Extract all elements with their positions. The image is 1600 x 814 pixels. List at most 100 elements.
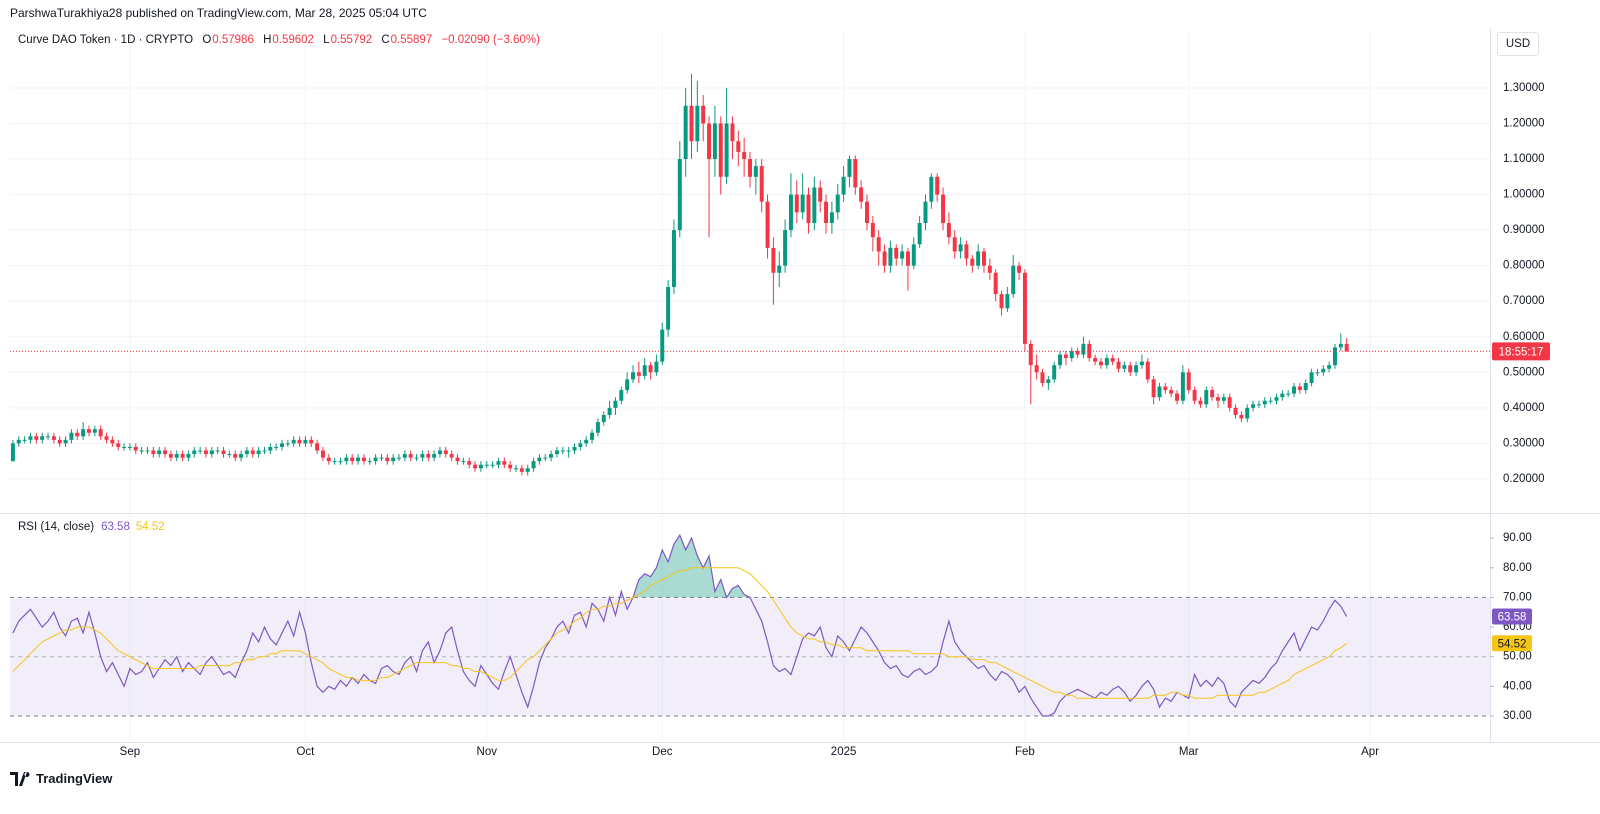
- x-tick-label: 2025: [831, 746, 857, 758]
- candle-body: [1262, 400, 1267, 405]
- candle-body: [297, 439, 302, 444]
- candle-body: [1040, 372, 1045, 383]
- candle-body: [1321, 368, 1326, 373]
- candle-body: [63, 439, 68, 444]
- value-tag-label: 63.58: [1498, 611, 1527, 623]
- candle-body: [478, 464, 483, 469]
- candle-body: [999, 294, 1004, 309]
- candle-body: [81, 429, 86, 437]
- candle-body: [1233, 407, 1238, 415]
- candle-body: [180, 454, 185, 458]
- candle-body: [455, 457, 460, 462]
- candle-body: [508, 464, 513, 469]
- candle-body: [1104, 358, 1109, 366]
- candle-body: [122, 446, 127, 448]
- x-tick-label: Oct: [296, 746, 315, 758]
- candle-body: [502, 461, 507, 465]
- y-tick-label: 70.00: [1503, 591, 1532, 603]
- candle-body: [227, 454, 232, 456]
- candle-body: [905, 251, 910, 266]
- candle-body: [841, 176, 846, 195]
- candle-body: [806, 194, 811, 224]
- candle-body: [882, 251, 887, 266]
- candle-body: [976, 251, 981, 266]
- indicator-value: 54.52: [136, 521, 165, 533]
- candle-body: [344, 457, 349, 462]
- candle-body: [133, 446, 138, 451]
- candle-body: [1017, 265, 1022, 273]
- candle-body: [952, 237, 957, 252]
- candle-body: [379, 457, 384, 459]
- symbol-name: Curve DAO Token · 1D · CRYPTO: [18, 34, 194, 46]
- candle-body: [648, 365, 653, 373]
- candle-body: [426, 454, 431, 458]
- candle-body: [824, 201, 829, 224]
- brand-logo: [10, 771, 30, 786]
- candle-body: [1332, 347, 1337, 366]
- value-tag: [1492, 635, 1532, 652]
- candle-body: [970, 258, 975, 266]
- candle-body: [496, 461, 501, 465]
- candle-body: [127, 446, 132, 448]
- candle-body: [987, 265, 992, 273]
- candle-body: [613, 400, 618, 408]
- candle-body: [1128, 365, 1133, 373]
- candle-body: [484, 464, 489, 466]
- candle-body: [771, 247, 776, 273]
- y-tick-label: 40.00: [1503, 680, 1532, 692]
- candle-body: [168, 454, 173, 458]
- candle-body: [209, 450, 214, 455]
- indicator-value: 63.58: [101, 521, 130, 533]
- candle-body: [642, 365, 647, 376]
- y-tick-label: 0.60000: [1503, 331, 1545, 343]
- y-tick-label: 0.70000: [1503, 295, 1545, 307]
- candle-body: [291, 439, 296, 444]
- candle-body: [1022, 272, 1027, 344]
- candle-body: [911, 244, 916, 266]
- candle-body: [443, 450, 448, 455]
- candle-body: [244, 450, 249, 455]
- candle-body: [590, 432, 595, 440]
- candle-body: [923, 201, 928, 224]
- candle-body: [625, 379, 630, 391]
- candle-body: [519, 468, 524, 472]
- candle-body: [531, 461, 536, 469]
- candle-body: [262, 450, 267, 452]
- candle-body: [601, 414, 606, 423]
- candle-body: [1134, 365, 1139, 373]
- candle-body: [350, 457, 355, 462]
- candle-body: [361, 457, 366, 462]
- candle-body: [461, 461, 466, 463]
- candle-body: [829, 212, 834, 224]
- candle-body: [250, 450, 255, 455]
- candle-body: [736, 141, 741, 152]
- candle-body: [285, 443, 290, 445]
- brand-name: TradingView: [36, 771, 113, 786]
- last-price-tag: [1492, 342, 1550, 361]
- ohlc-value: 0.57986: [212, 34, 254, 46]
- candle-body: [22, 439, 27, 441]
- candle-body: [16, 439, 21, 444]
- candle-body: [1297, 386, 1302, 391]
- ohlc-key: H: [263, 34, 272, 46]
- candle-body: [701, 105, 706, 124]
- currency-button[interactable]: USD: [1497, 32, 1539, 56]
- candle-body: [660, 329, 665, 362]
- ohlc-key: L: [323, 34, 330, 46]
- last-price-countdown: 18:55:17: [1499, 346, 1544, 358]
- candle-body: [309, 439, 314, 444]
- candle-body: [671, 230, 676, 287]
- price-change: −0.02090 (−3.60%): [441, 34, 540, 46]
- candle-body: [1157, 386, 1162, 398]
- candle-body: [326, 457, 331, 462]
- candle-body: [1005, 294, 1010, 309]
- candle-body: [1344, 343, 1349, 352]
- candle-body: [941, 194, 946, 224]
- y-tick-label: 80.00: [1503, 562, 1532, 574]
- candle-body: [607, 407, 612, 415]
- candle-body: [1227, 397, 1232, 408]
- candle-body: [420, 454, 425, 458]
- candle-body: [1110, 358, 1115, 362]
- candle-body: [1028, 343, 1033, 366]
- candle-body: [414, 457, 419, 459]
